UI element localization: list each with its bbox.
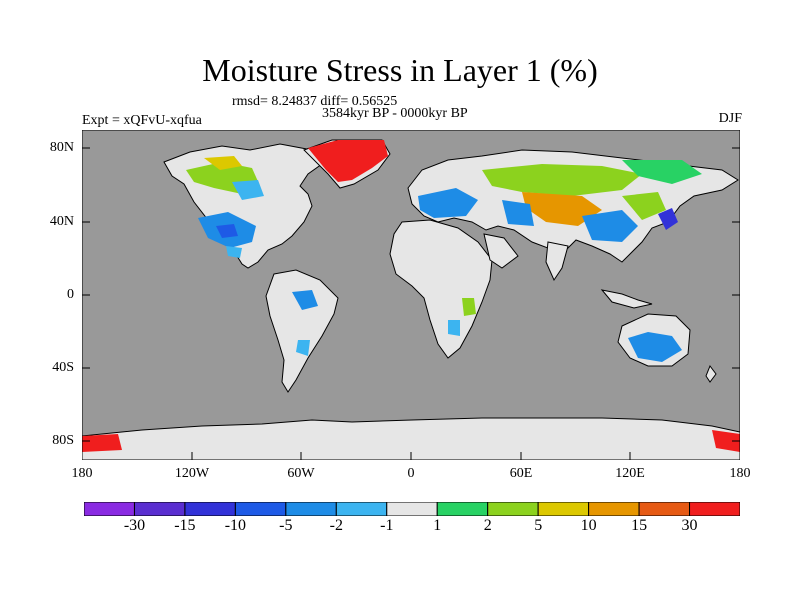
y-tick-label-80s: 80S	[52, 433, 74, 448]
central-asia-orange-patch	[522, 192, 602, 226]
arabia	[483, 233, 519, 269]
x-tick-label-120e: 120E	[615, 466, 645, 481]
x-tick-label-180w: 180	[71, 466, 93, 481]
colorbar-swatch	[689, 502, 740, 516]
russia-green-patch	[482, 164, 642, 196]
y-tick-label-40s: 40S	[52, 360, 74, 375]
colorbar-swatch	[487, 502, 539, 516]
colorbar-swatch	[537, 502, 590, 516]
new-zealand	[705, 364, 717, 383]
x-tick-label-0: 0	[407, 466, 415, 481]
plot-title: Moisture Stress in Layer 1 (%)	[202, 52, 598, 88]
colorbar	[84, 502, 740, 516]
japan-darkblue-patch	[658, 208, 678, 230]
x-tick-label-180e: 180	[729, 466, 751, 481]
stats-subtitle: rmsd= 8.24837 diff= 0.56525	[232, 94, 398, 109]
india	[545, 241, 569, 282]
greenland-red-patch	[308, 140, 388, 182]
season-label: DJF	[718, 111, 742, 126]
africa	[389, 219, 493, 359]
colorbar-swatch	[184, 502, 236, 516]
y-tick-marks	[82, 147, 740, 442]
china-green-patch	[622, 192, 666, 220]
colorbar-label: 15	[631, 517, 648, 534]
experiment-label: Expt = xQFvU-xqfua	[82, 113, 202, 128]
amazon-blue-patch	[292, 290, 318, 310]
colorbar-swatch	[234, 502, 287, 516]
colorbar-label: -15	[174, 517, 196, 534]
indonesia	[600, 289, 653, 309]
colorbar-label: 2	[483, 517, 492, 534]
australia-blue-patch	[628, 332, 682, 362]
colorbar-label: 5	[534, 517, 543, 534]
colorbar-label: -10	[224, 517, 247, 534]
antarctica-red-left	[82, 434, 122, 452]
colorbar-swatch	[84, 502, 135, 516]
x-tick-label-120w: 120W	[174, 466, 210, 481]
canada-blue-patch	[232, 180, 264, 200]
colorbar-label: -30	[123, 517, 146, 534]
colorbar-label: 1	[433, 517, 442, 534]
world-map	[82, 130, 740, 460]
canada-yellow-patch	[204, 156, 242, 170]
antarctica	[82, 417, 740, 460]
colorbar-swatch	[335, 502, 388, 516]
europe-blue-patch	[418, 188, 478, 218]
x-tick-label-60w: 60W	[287, 466, 315, 481]
colorbar-swatch	[386, 502, 438, 516]
colorbar-label: -2	[329, 517, 343, 534]
south-america	[265, 269, 339, 393]
antarctica-red-right	[712, 430, 740, 452]
africa-green-patch	[462, 298, 476, 316]
colorbar-label: 10	[580, 517, 597, 534]
colorbar-label: -5	[279, 517, 293, 534]
colorbar-swatch	[638, 502, 691, 516]
colorbar-label: -1	[380, 517, 394, 534]
y-tick-label-0: 0	[67, 287, 74, 302]
colorbar-swatch	[588, 502, 640, 516]
brazil-blue-patch	[296, 340, 310, 356]
colorbar-label: 30	[681, 517, 698, 534]
anomaly-patches	[82, 140, 740, 452]
colorbar-swatch	[133, 502, 186, 516]
siberia-green-patch	[622, 160, 702, 184]
central-asia-blue-patch	[502, 200, 534, 226]
africa-blue-patch	[448, 320, 460, 336]
y-tick-label-40n: 40N	[49, 214, 74, 229]
colorbar-swatch	[285, 502, 337, 516]
colorbar-swatch	[436, 502, 489, 516]
usa-darkblue-patch	[216, 224, 238, 238]
period-subtitle: 3584kyr BP - 0000kyr BP	[322, 106, 468, 121]
x-tick-marks	[191, 452, 631, 460]
y-tick-label-80n: 80N	[49, 140, 74, 155]
china-blue-patch	[582, 210, 638, 242]
x-tick-label-60e: 60E	[509, 466, 533, 481]
mexico-blue-patch	[226, 246, 242, 258]
